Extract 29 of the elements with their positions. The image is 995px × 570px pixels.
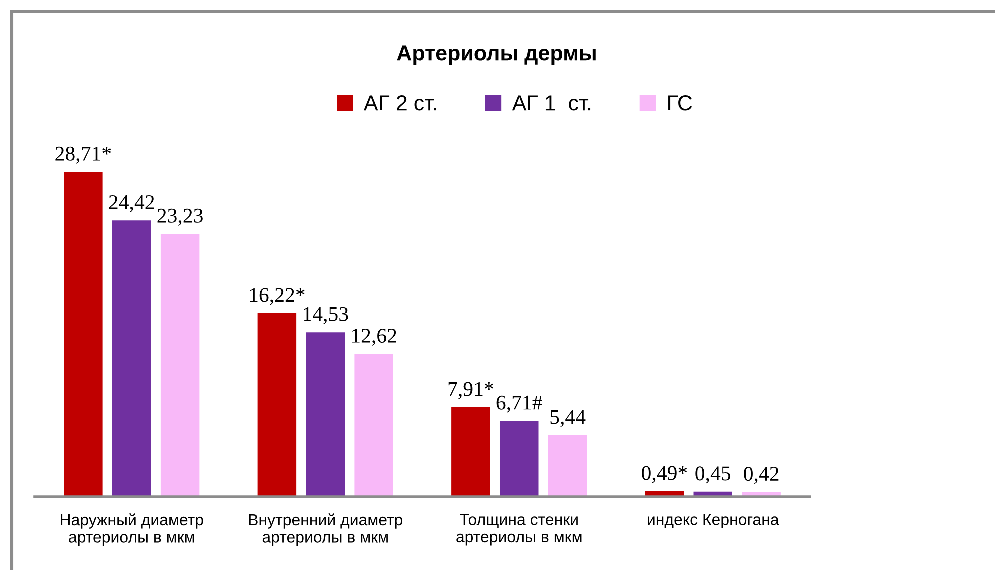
data-label: 28,71* (56, 146, 112, 164)
x-tick-label: Толщина стенки артериолы в мкм (456, 514, 582, 546)
x-tick-label: индекс Керногана (648, 514, 780, 529)
bar (258, 313, 297, 497)
data-label: 5,44 (550, 410, 586, 428)
bar (548, 435, 588, 497)
bar (500, 421, 539, 497)
bar (354, 354, 394, 497)
data-label: 6,71# (496, 396, 542, 413)
data-label: 14,53 (304, 307, 348, 324)
bar (452, 407, 490, 497)
bar (160, 234, 200, 497)
data-label: 0,49* (642, 466, 688, 484)
data-label: 0,45 (696, 466, 731, 484)
legend-label: ГС (668, 96, 692, 111)
legend-label: АГ 2 ст. (364, 96, 436, 111)
legend-label: АГ 1 ст. (512, 96, 591, 111)
bar (112, 220, 152, 497)
data-label: 23,23 (158, 208, 203, 226)
bar (64, 172, 103, 497)
data-label: 0,42 (744, 467, 779, 484)
chart-title: Артериолы дермы (397, 46, 596, 66)
data-label: 12,62 (352, 329, 396, 346)
bar (306, 332, 345, 497)
data-label: 7,91* (448, 382, 494, 400)
x-tick-label: Наружный диаметр артериолы в мкм (61, 514, 204, 546)
data-label: 16,22* (250, 288, 305, 306)
data-label: 24,42 (109, 195, 154, 212)
x-tick-label: Внутренний диаметр артериолы в мкм (249, 514, 403, 546)
